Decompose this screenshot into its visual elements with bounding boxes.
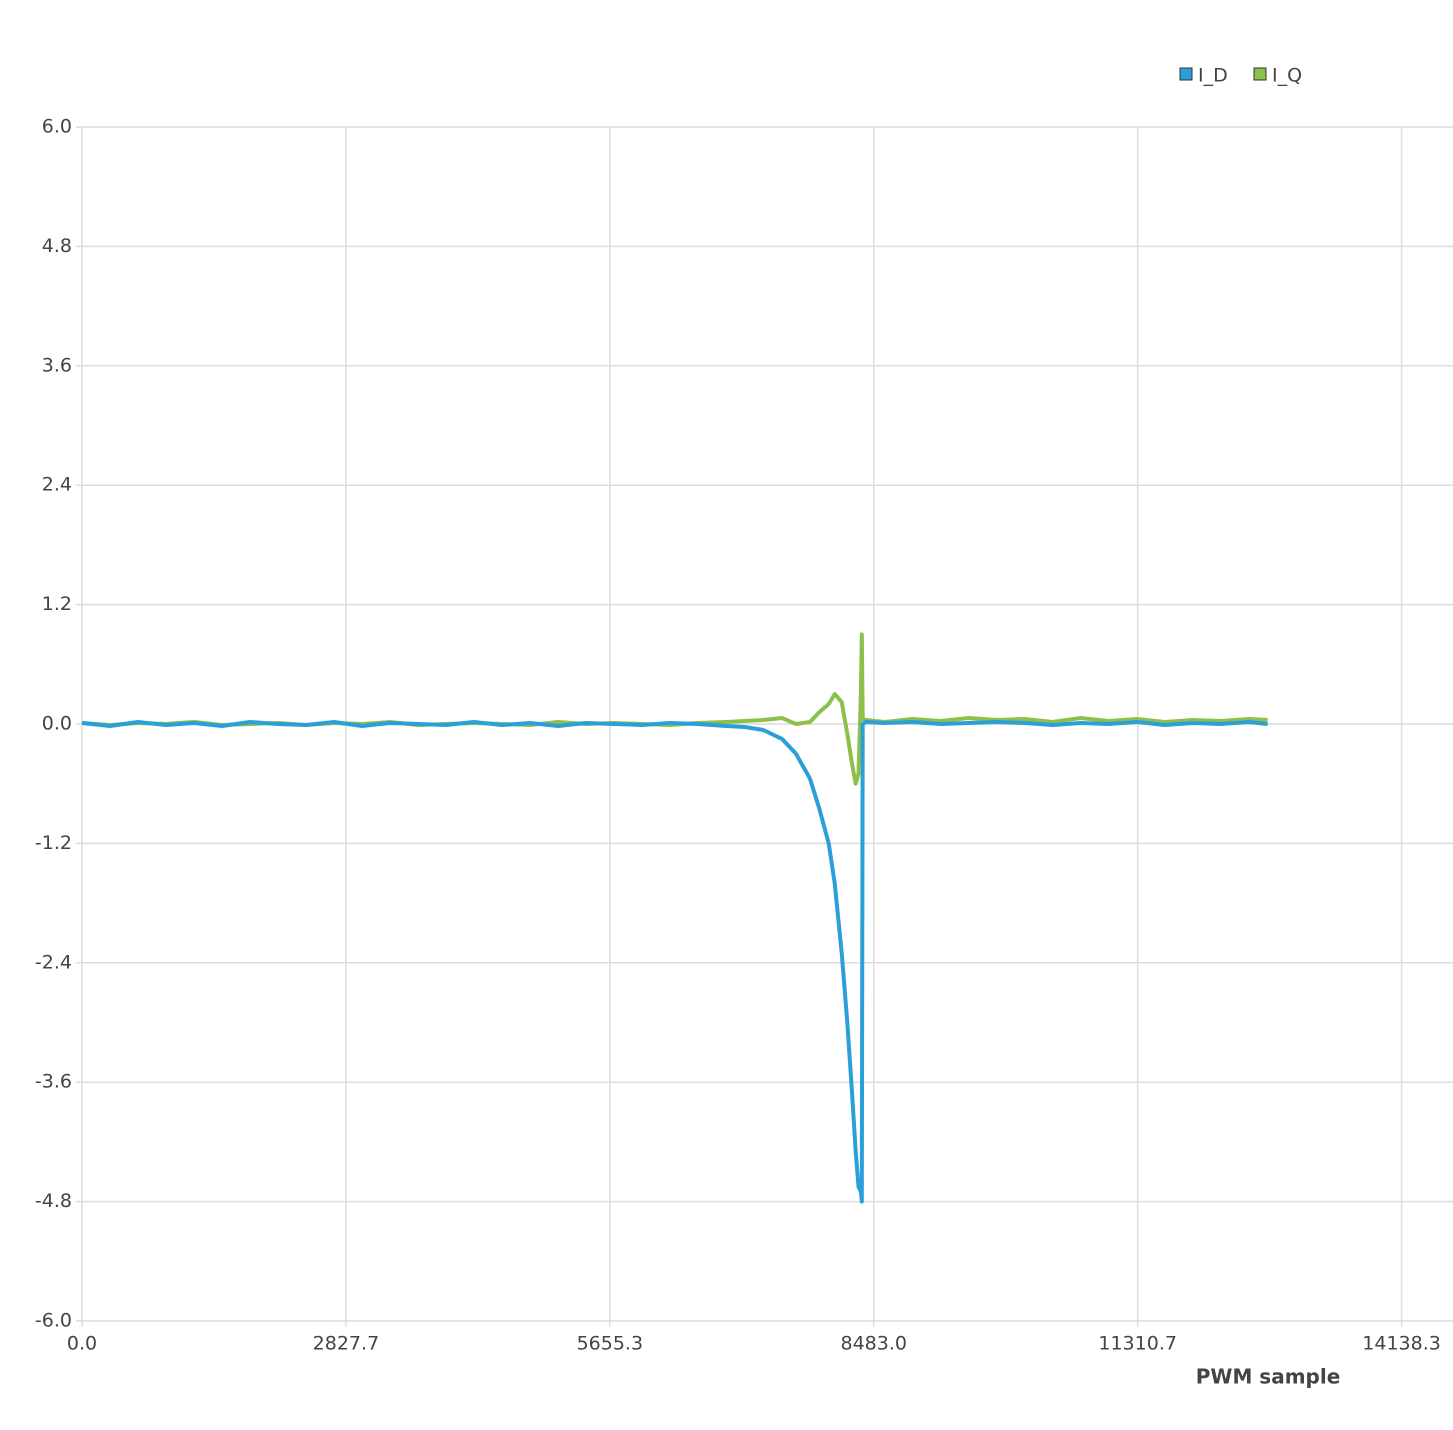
x-tick-label: 14138.3 [1362,1333,1441,1355]
legend-label: I_D [1198,65,1228,87]
series-line [81,632,1268,786]
y-tick-label: 2.4 [42,474,72,496]
legend-swatch [1179,67,1193,81]
x-tick-label: 11310.7 [1098,1333,1177,1355]
x-tick-label: 8483.0 [841,1333,907,1355]
x-tick-label: 0.0 [67,1333,97,1355]
y-tick-label: 0.0 [42,713,72,735]
y-tick-label: -6.0 [35,1310,72,1332]
y-tick-label: 1.2 [42,593,72,615]
x-tick-label: 2827.7 [313,1333,379,1355]
y-tick-label: -3.6 [35,1071,72,1093]
y-tick-label: -1.2 [35,832,72,854]
y-tick-label: 3.6 [42,354,72,376]
y-tick-label: 4.8 [42,235,72,257]
y-tick-label: -2.4 [35,951,72,973]
y-tick-label: -4.8 [35,1190,72,1212]
series-line [81,720,1268,1204]
legend-label: I_Q [1272,65,1302,87]
legend-swatch [1253,67,1267,81]
y-tick-label: 6.0 [42,116,72,138]
x-axis-label: PWM sample [1196,1365,1341,1389]
x-tick-label: 5655.3 [577,1333,643,1355]
